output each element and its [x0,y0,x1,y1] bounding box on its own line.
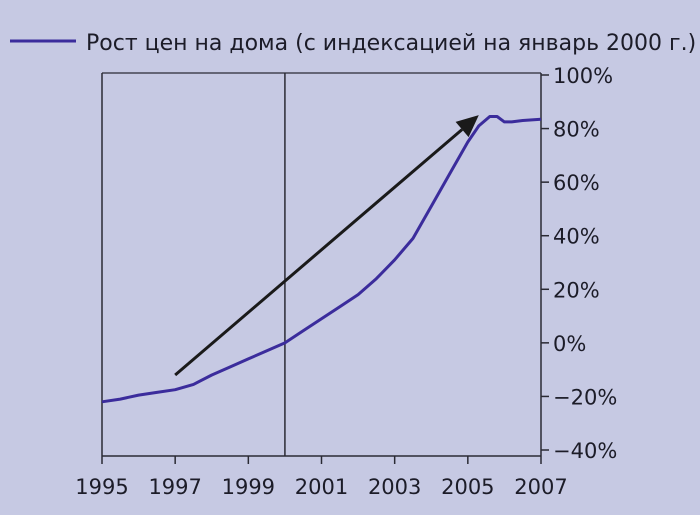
y-tick-label: −40% [553,439,617,463]
legend: Рост цен на дома (с индексацией на январ… [10,31,696,56]
x-tick-label: 2005 [441,475,494,499]
series-line-house-prices [101,115,542,404]
legend-label: Рост цен на дома (с индексацией на январ… [86,31,696,56]
x-tick-label: 2007 [514,475,567,499]
y-tick-label: −20% [553,385,617,409]
y-tick-label: 60% [553,171,600,195]
y-tick-label: 20% [553,278,600,302]
trend-arrow-shaft [174,128,464,377]
x-tick-label: 1997 [148,475,201,499]
trend-arrow-head [455,115,479,138]
ticks: 100% 80% 60% 40% 20% 0% −20% −40% 1995 1997 1999 20… [75,64,617,499]
y-tick-label: 40% [553,225,600,249]
x-tick-label: 1999 [222,475,275,499]
y-tick-label: 100% [553,64,613,88]
y-tick-label: 0% [553,332,586,356]
x-tick-label: 1995 [75,475,128,499]
marks [101,115,542,404]
y-tick-label: 80% [553,118,600,142]
x-tick-label: 2003 [368,475,421,499]
x-tick-label: 2001 [295,475,348,499]
